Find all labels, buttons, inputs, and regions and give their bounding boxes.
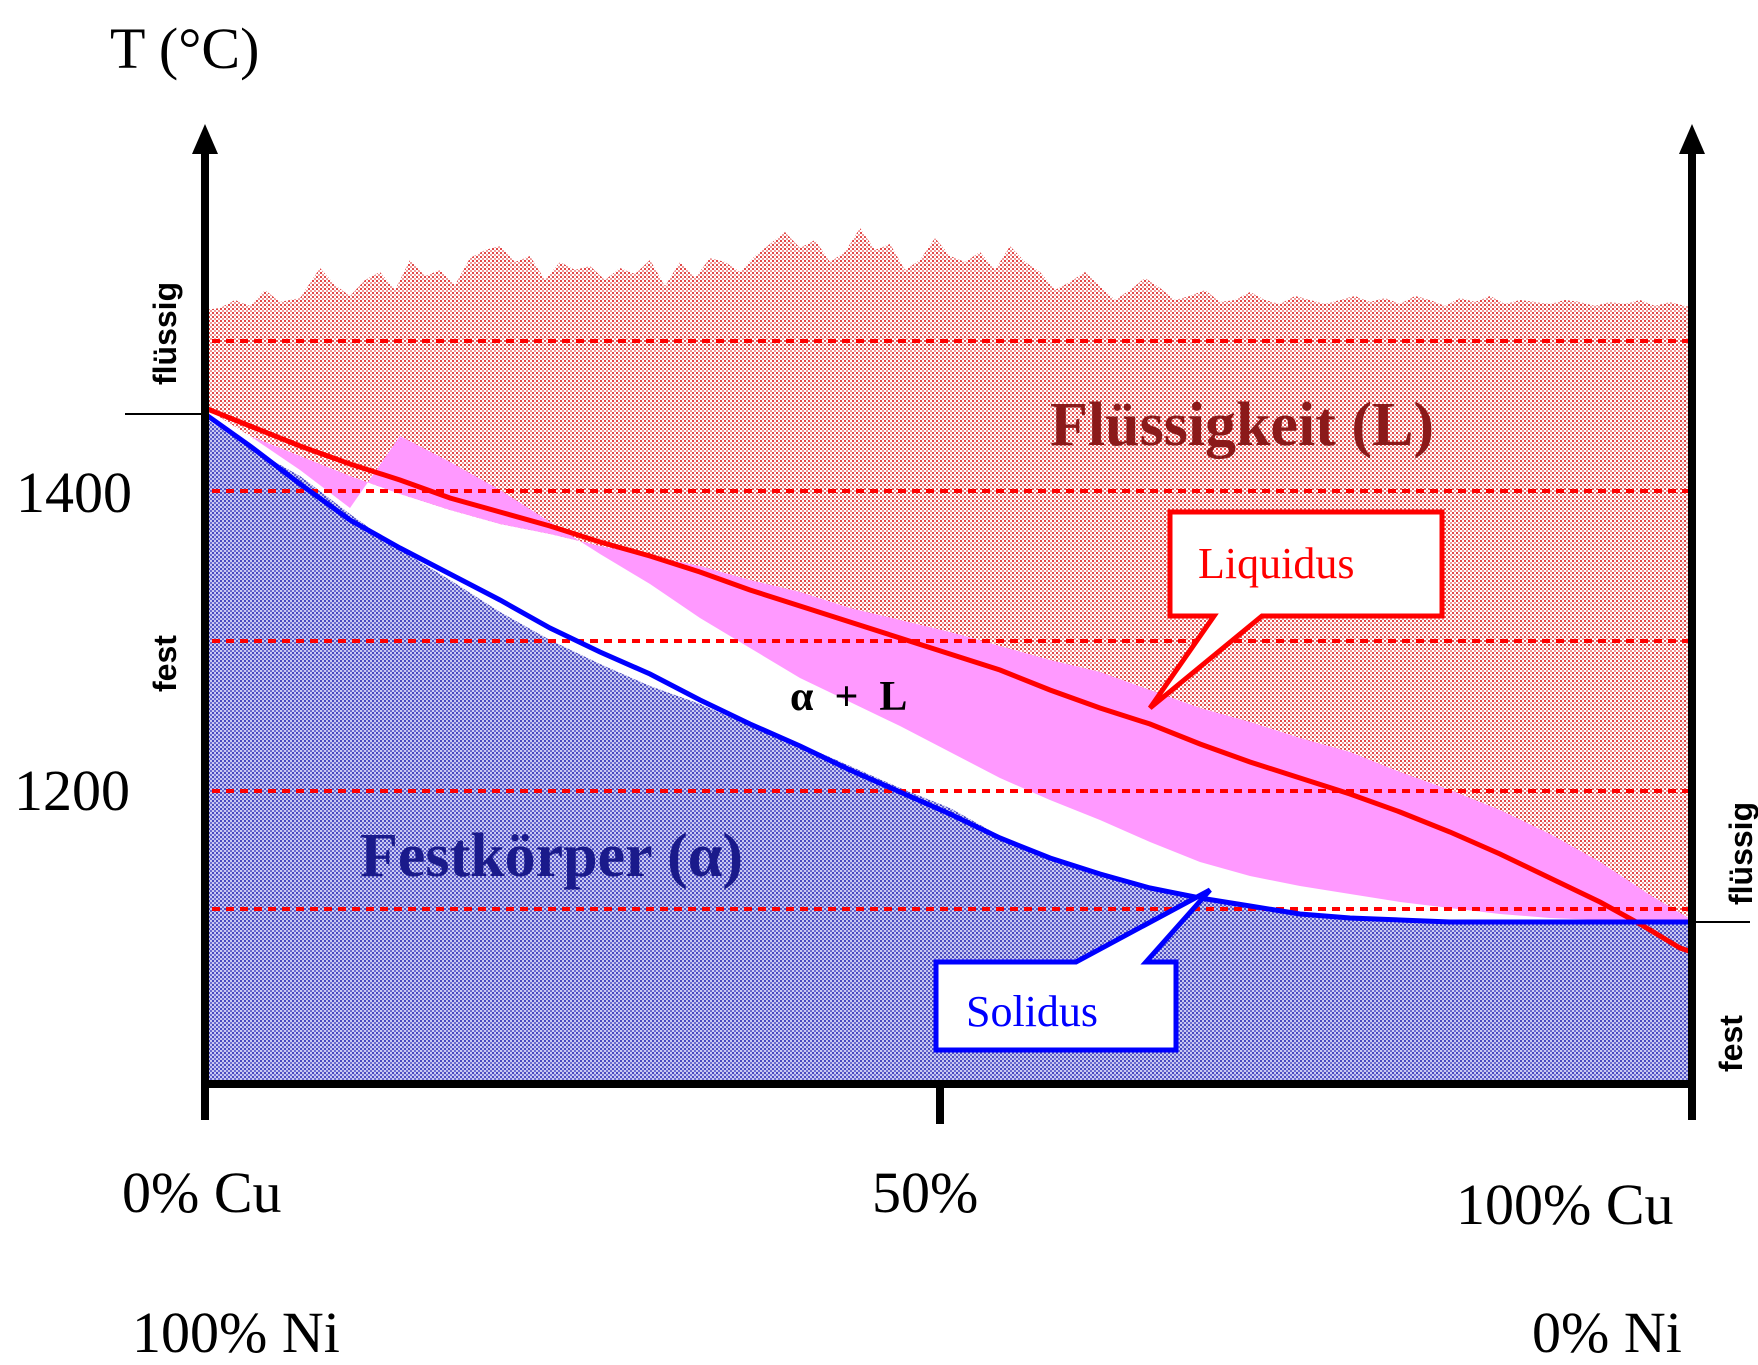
two-phase-region-label: α + L bbox=[790, 674, 907, 720]
dashed-isotherms bbox=[212, 339, 1692, 911]
solidus-line bbox=[203, 411, 1692, 925]
right-axis-arrow-icon bbox=[1679, 124, 1705, 154]
x-label-middle: 50% bbox=[872, 1160, 978, 1225]
x-label-right-bottom: 0% Ni bbox=[1532, 1300, 1682, 1360]
x-label-left-bottom: 100% Ni bbox=[132, 1300, 340, 1360]
solid-region-label: Festkörper (α) bbox=[360, 822, 743, 890]
liquid-region-label: Flüssigkeit (L) bbox=[1050, 391, 1434, 459]
solidus-callout-label: Solidus bbox=[966, 987, 1098, 1036]
left-liquid-label: flüssig bbox=[147, 282, 183, 385]
liquid-region bbox=[205, 228, 1692, 920]
left-axis-arrow-icon bbox=[192, 124, 218, 154]
y-tick-label-1200: 1200 bbox=[14, 758, 130, 823]
liquidus-callout-label: Liquidus bbox=[1198, 539, 1354, 588]
y-tick-label-1400: 1400 bbox=[16, 460, 132, 525]
axes bbox=[201, 140, 1696, 1124]
x-label-right-top: 100% Cu bbox=[1456, 1172, 1674, 1237]
x-label-left-top: 0% Cu bbox=[122, 1160, 282, 1225]
y-axis-title: T (°C) bbox=[110, 16, 259, 81]
liquidus-callout: Liquidus bbox=[1147, 509, 1445, 710]
right-liquid-label: flüssig bbox=[1723, 802, 1758, 905]
liquidus-line bbox=[204, 405, 1693, 955]
solidus-callout: Solidus bbox=[933, 887, 1212, 1053]
right-solid-label: fest bbox=[1713, 1015, 1749, 1072]
left-solid-label: fest bbox=[147, 635, 183, 692]
